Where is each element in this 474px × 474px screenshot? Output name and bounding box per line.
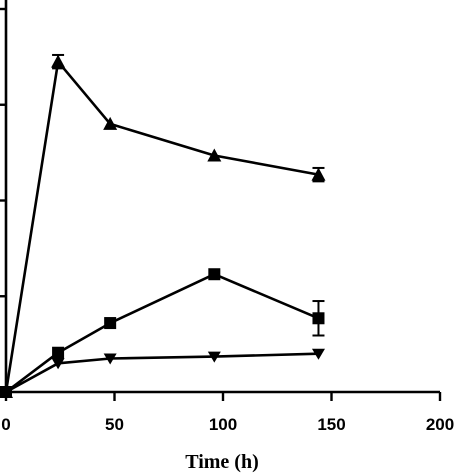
data-point-triangle-down (311, 348, 325, 360)
series-triangle-down (0, 348, 325, 398)
data-point-triangle-up (103, 116, 118, 130)
data-point-triangle-up (207, 148, 222, 162)
x-tick-label: 150 (317, 415, 345, 434)
data-point-square (52, 346, 65, 359)
data-point-square (208, 268, 221, 281)
x-axis-title: Time (h) (185, 451, 259, 473)
x-tick-label: 50 (105, 415, 124, 434)
series-square (0, 268, 325, 398)
series-layer (0, 53, 326, 398)
data-point-triangle-down (51, 358, 65, 370)
data-point-triangle-down (207, 351, 221, 363)
series-triangle-up (0, 53, 326, 398)
series-line (4, 60, 319, 393)
data-point-square (104, 317, 117, 330)
x-tick-label: 100 (209, 415, 237, 434)
data-point-square (312, 312, 325, 325)
axes: 0 50 100 150 200 (0, 0, 454, 434)
data-point-triangle-down (0, 387, 13, 398)
series-line (5, 272, 320, 394)
x-tick-label: 0 (1, 415, 10, 434)
data-point-triangle-down (103, 353, 117, 365)
data-point-triangle-up (311, 167, 326, 181)
x-tick-label: 200 (426, 415, 454, 434)
data-point-triangle-up (51, 54, 66, 68)
